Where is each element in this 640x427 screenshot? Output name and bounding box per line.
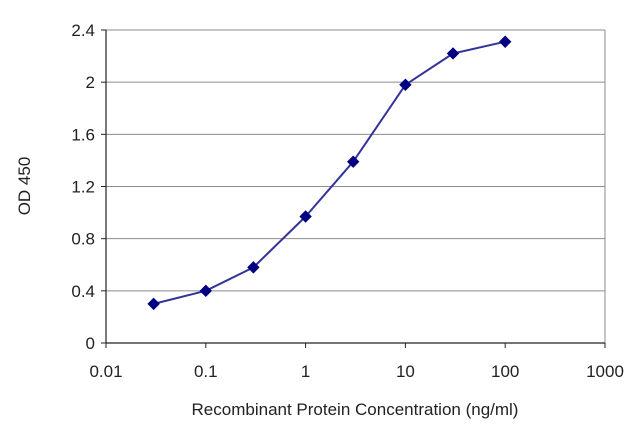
series-line bbox=[153, 40, 506, 305]
data-point-marker bbox=[498, 35, 512, 48]
y-tick-label: 0 bbox=[86, 334, 95, 353]
x-tick-labels: 0.01 0.1 1 10 100 1000 bbox=[89, 362, 623, 381]
data-point-marker bbox=[199, 284, 213, 298]
y-axis-title: OD 450 bbox=[15, 157, 34, 216]
y-tick-label: 1.6 bbox=[71, 125, 95, 144]
y-tick-label: 0.8 bbox=[71, 230, 95, 249]
series-group bbox=[147, 35, 512, 311]
x-tick-label: 1 bbox=[301, 362, 310, 381]
y-tick-labels: 0 0.4 0.8 1.2 1.6 2 2.4 bbox=[71, 21, 95, 353]
x-tick-label: 0.1 bbox=[194, 362, 218, 381]
y-tick-label: 2 bbox=[86, 73, 95, 92]
data-point-marker bbox=[147, 297, 160, 311]
y-tick-label: 1.2 bbox=[71, 178, 95, 197]
data-point-marker bbox=[446, 47, 460, 60]
y-tick-label: 2.4 bbox=[71, 21, 95, 40]
data-point-marker bbox=[399, 78, 412, 91]
y-tick-label: 0.4 bbox=[71, 282, 95, 301]
x-tick-label: 100 bbox=[491, 362, 519, 381]
data-point-marker bbox=[299, 210, 312, 223]
x-tick-label: 1000 bbox=[586, 362, 624, 381]
x-tick-label: 10 bbox=[396, 362, 415, 381]
x-axis-title: Recombinant Protein Concentration (ng/ml… bbox=[192, 400, 519, 419]
data-point-marker bbox=[247, 261, 260, 274]
data-point-marker bbox=[347, 155, 360, 168]
x-tick-label: 0.01 bbox=[89, 362, 122, 381]
axes bbox=[101, 29, 606, 348]
